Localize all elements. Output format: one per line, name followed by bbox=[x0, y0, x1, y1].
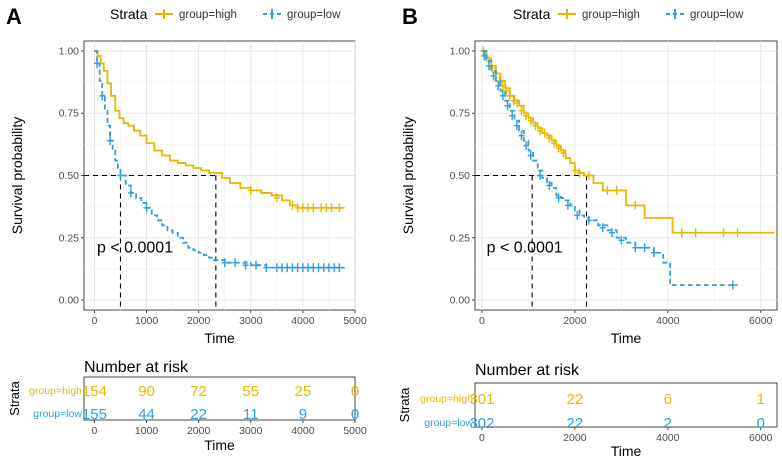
risk-count-high: 72 bbox=[190, 383, 207, 400]
risk-count-low: 0 bbox=[757, 415, 765, 432]
y-tick-label: 1.00 bbox=[59, 45, 80, 57]
risk-row-label-high: group=high bbox=[29, 385, 82, 397]
risk-count-high: 301 bbox=[469, 391, 494, 408]
risk-count-high: 90 bbox=[138, 383, 155, 400]
x-tick-label: 0 bbox=[92, 315, 98, 327]
risk-x-tick-label: 0 bbox=[92, 425, 98, 437]
y-tick-label: 0.50 bbox=[450, 170, 471, 182]
risk-count-high: 25 bbox=[295, 383, 312, 400]
y-axis-title: Survival probability bbox=[9, 117, 25, 235]
x-tick-label: 2000 bbox=[187, 315, 211, 327]
risk-count-low: 9 bbox=[299, 406, 307, 423]
risk-count-high: 55 bbox=[242, 383, 259, 400]
x-tick-label: 0 bbox=[479, 315, 485, 327]
x-tick-label: 2000 bbox=[563, 315, 587, 327]
risk-count-low: 22 bbox=[190, 406, 207, 423]
risk-count-high: 154 bbox=[82, 383, 107, 400]
panel-a: A Strata group=high group=low 0.00 0.25 0.50 0.… bbox=[6, 4, 367, 453]
risk-count-low: 302 bbox=[469, 415, 494, 432]
risk-y-axis-title: Strata bbox=[7, 380, 22, 415]
x-tick-label: 4000 bbox=[656, 315, 680, 327]
risk-count-low: 44 bbox=[138, 406, 155, 423]
risk-table-panel bbox=[474, 382, 778, 428]
panel-label: A bbox=[6, 4, 22, 29]
y-tick-label: 0.75 bbox=[450, 108, 471, 120]
legend-title: Strata bbox=[110, 6, 148, 22]
y-axis-title: Survival probability bbox=[400, 117, 416, 235]
y-tick-label: 0.00 bbox=[59, 295, 80, 307]
x-tick-label: 4000 bbox=[291, 315, 315, 327]
y-tick-label: 1.00 bbox=[450, 45, 471, 57]
x-axis-title: Time bbox=[204, 330, 235, 346]
risk-table-title: Number at risk bbox=[84, 359, 189, 376]
y-tick-label: 0.25 bbox=[450, 232, 471, 244]
legend-label-high: group=high bbox=[179, 9, 237, 21]
risk-count-high: 22 bbox=[567, 391, 584, 408]
legend-label-low: group=low bbox=[287, 9, 341, 21]
risk-x-tick-label: 1000 bbox=[135, 425, 159, 437]
risk-row-label-high: group=high bbox=[420, 393, 473, 405]
risk-x-tick-label: 3000 bbox=[239, 425, 263, 437]
risk-count-low: 0 bbox=[351, 406, 359, 423]
survival-curve-low bbox=[481, 50, 738, 286]
panel-b: B Strata group=high group=low 0.00 0.25 0.50 0.… bbox=[397, 4, 778, 459]
x-tick-label: 3000 bbox=[239, 315, 263, 327]
x-tick-label: 1000 bbox=[135, 315, 159, 327]
risk-count-high: 1 bbox=[757, 391, 765, 408]
risk-x-tick-label: 0 bbox=[479, 432, 485, 444]
risk-x-tick-label: 4000 bbox=[291, 425, 315, 437]
legend-label-high: group=high bbox=[582, 9, 640, 21]
survival-curve-high bbox=[94, 50, 345, 209]
risk-count-low: 155 bbox=[82, 406, 107, 423]
y-tick-label: 0.00 bbox=[450, 295, 471, 307]
risk-count-low: 11 bbox=[243, 406, 259, 423]
p-value-label: p < 0.0001 bbox=[97, 240, 173, 257]
p-value-label: p < 0.0001 bbox=[487, 240, 563, 257]
x-axis-title: Time bbox=[611, 330, 642, 346]
legend-label-low: group=low bbox=[690, 9, 744, 21]
risk-x-tick-label: 4000 bbox=[656, 432, 680, 444]
y-tick-label: 0.25 bbox=[59, 232, 80, 244]
risk-count-high: 0 bbox=[351, 383, 359, 400]
risk-y-axis-title: Strata bbox=[397, 387, 412, 422]
survival-curve-low bbox=[94, 50, 345, 269]
risk-x-axis-title: Time bbox=[204, 437, 235, 453]
x-tick-label: 5000 bbox=[343, 315, 367, 327]
y-tick-label: 0.50 bbox=[59, 170, 80, 182]
x-tick-label: 6000 bbox=[749, 315, 773, 327]
risk-x-tick-label: 2000 bbox=[563, 432, 587, 444]
risk-row-label-low: group=low bbox=[424, 417, 473, 429]
panel-label: B bbox=[402, 4, 418, 29]
risk-x-tick-label: 6000 bbox=[749, 432, 773, 444]
risk-count-low: 22 bbox=[567, 415, 584, 432]
legend-title: Strata bbox=[513, 6, 551, 22]
risk-x-tick-label: 2000 bbox=[187, 425, 211, 437]
risk-count-low: 2 bbox=[664, 415, 672, 432]
risk-x-tick-label: 5000 bbox=[343, 425, 367, 437]
risk-row-label-low: group=low bbox=[33, 408, 82, 420]
risk-table-title: Number at risk bbox=[475, 362, 580, 379]
risk-x-axis-title: Time bbox=[611, 443, 642, 459]
risk-table-panel bbox=[83, 376, 356, 421]
risk-count-high: 6 bbox=[664, 391, 672, 408]
y-tick-label: 0.75 bbox=[59, 108, 80, 120]
